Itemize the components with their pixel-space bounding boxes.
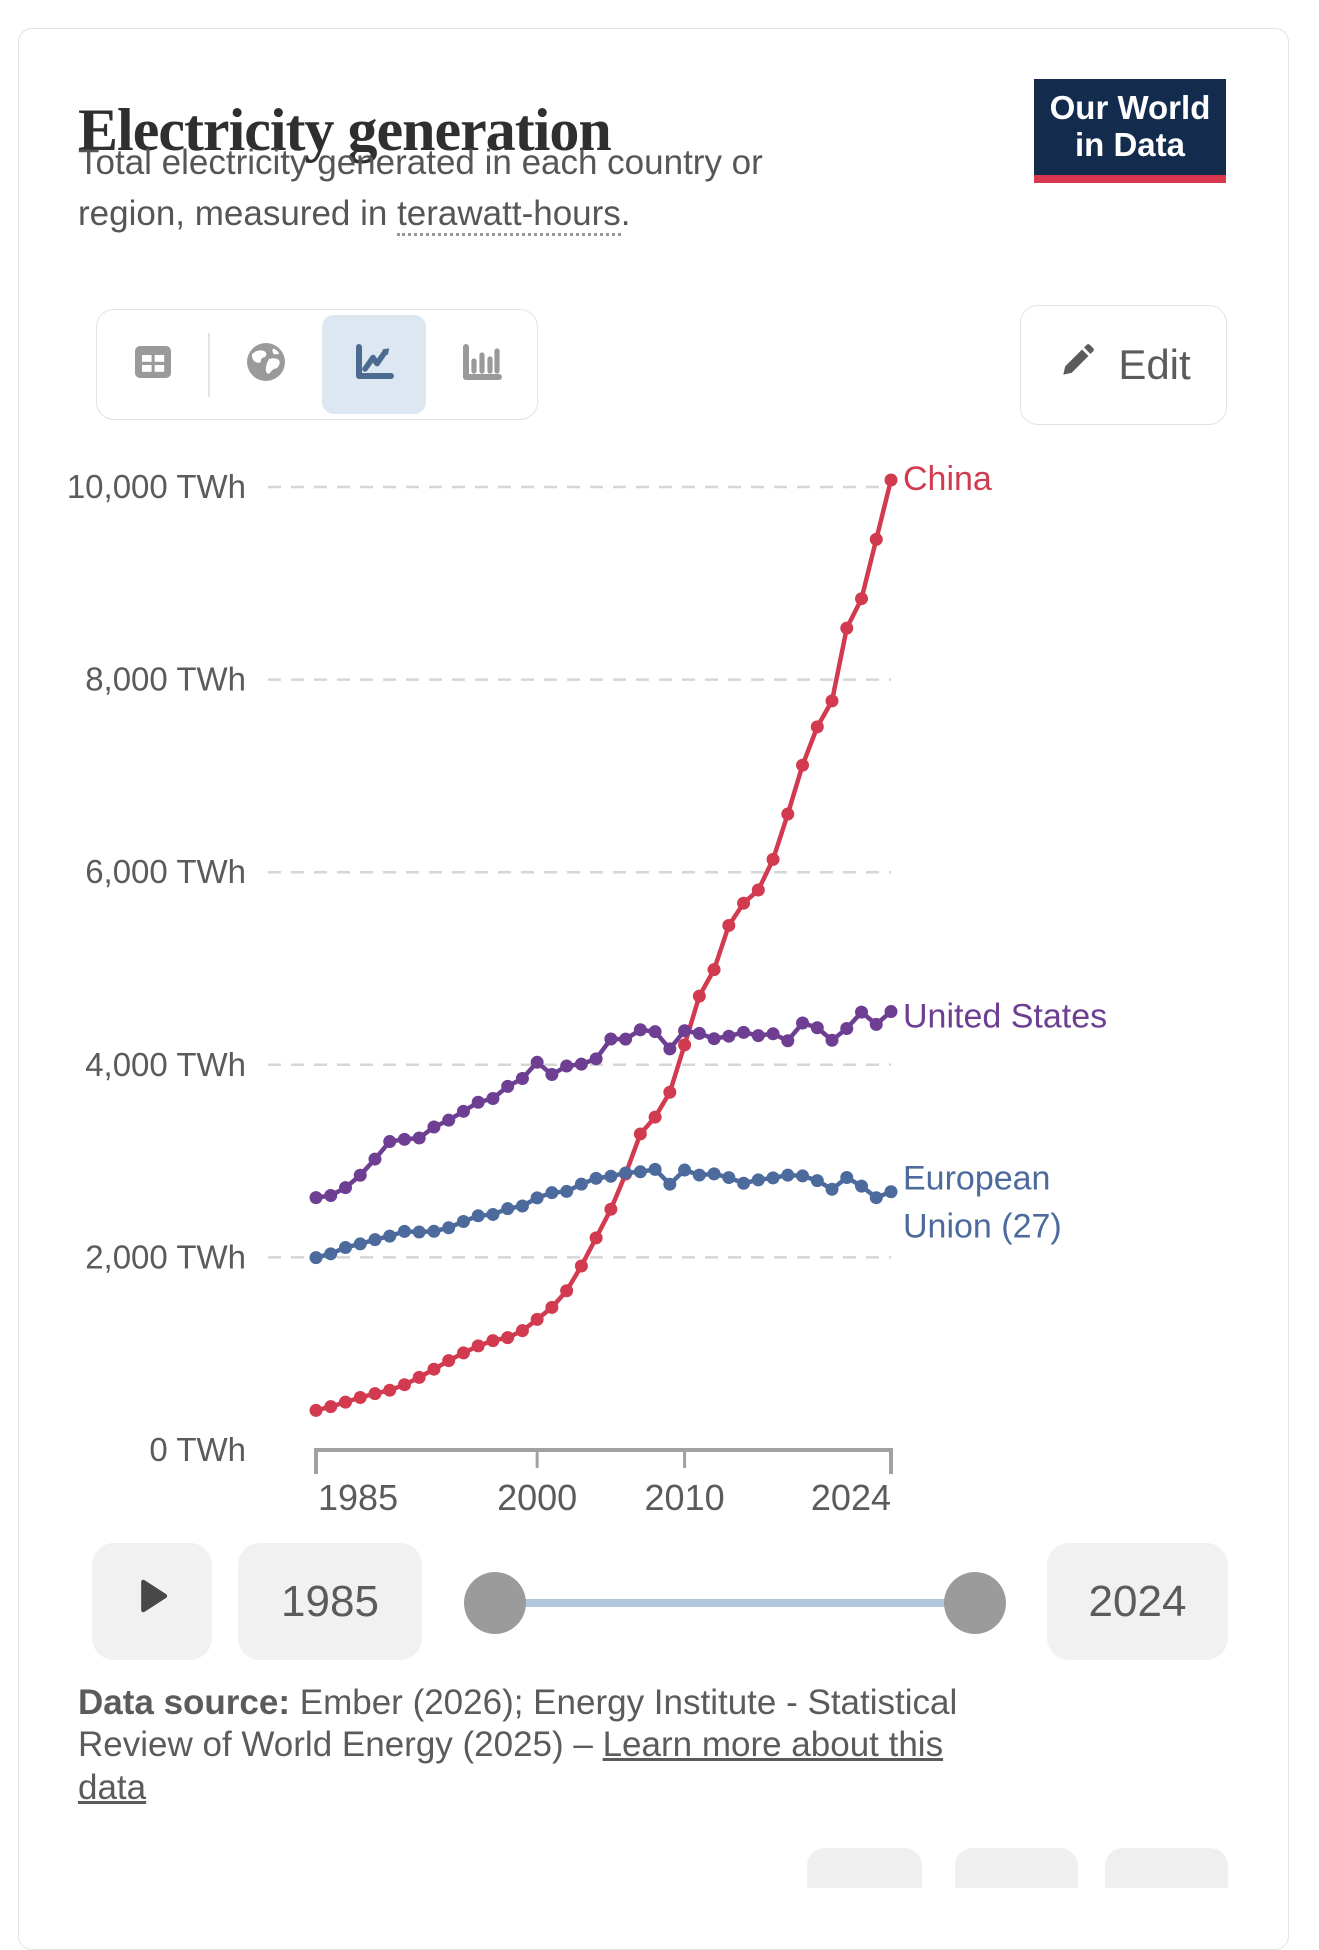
owid-logo-line2: in Data [1074,126,1186,163]
owid-logo-line1: Our World [1049,89,1211,127]
action-button-partial-3[interactable] [1105,1848,1228,1888]
series-label: China [903,460,992,498]
y-tick-label: 8,000 TWh [85,661,246,698]
bar-chart-view-button[interactable] [429,315,533,414]
series-label: United States [903,998,1107,1036]
toolbar-divider [208,332,211,397]
subtitle-text: Total electricity generated in each coun… [78,143,763,233]
y-tick-label: 2,000 TWh [85,1238,246,1275]
owid-logo[interactable]: Our World in Data [1034,79,1226,183]
line-chart-view-button[interactable] [321,315,426,414]
y-tick-label: 10,000 TWh [67,468,246,505]
x-tick-label: 2000 [497,1477,577,1518]
play-button[interactable] [92,1543,212,1660]
table-icon [129,338,177,391]
y-gridlines [268,485,891,1259]
data-source-note: Data source: Ember (2026); Energy Instit… [78,1682,1018,1809]
pencil-icon [1056,338,1100,392]
map-view-button[interactable] [214,315,318,414]
timeline-handle-start[interactable] [464,1572,526,1634]
globe-icon [242,338,290,391]
y-tick-label: 0 TWh [149,1431,246,1468]
series-china[interactable]: China [309,455,996,1417]
data-source-text: Ember (2026); Energy Institute - Statist… [78,1683,958,1765]
terawatt-hours-term[interactable]: terawatt-hours [397,193,621,236]
series-label: Union (27) [903,1208,1062,1246]
chart-view-toolbar [96,309,538,420]
page-title: Electricity generation [78,97,612,164]
action-button-partial-2[interactable] [955,1848,1078,1888]
timeline-slider-track[interactable] [495,1599,975,1607]
edit-button[interactable]: Edit [1020,305,1227,425]
series-united-states[interactable]: United States [309,993,1112,1205]
x-axis: 1985 2000 2010 2024 [314,1448,893,1518]
x-tick-label: 2010 [645,1477,725,1518]
action-button-partial-1[interactable] [807,1848,922,1888]
bar-chart-icon [457,338,505,391]
chart-subtitle: Total electricity generated in each coun… [78,138,848,240]
play-icon [126,1570,178,1633]
line-chart-icon [350,338,398,391]
series-european-union-27-[interactable]: European Union (27) [309,1155,1066,1265]
timeline-start-year[interactable]: 1985 [238,1543,422,1660]
y-tick-label: 4,000 TWh [85,1046,246,1083]
series-label: European [903,1160,1050,1198]
y-axis-labels: 0 TWh 2,000 TWh 4,000 TWh 6,000 TWh 8,000 TW… [67,468,246,1468]
line-chart[interactable]: 0 TWh 2,000 TWh 4,000 TWh 6,000 TWh 8,000 TW… [0,380,1319,1530]
timeline-handle-end[interactable] [944,1572,1006,1634]
x-tick-label: 1985 [318,1477,398,1518]
edit-button-label: Edit [1118,341,1191,388]
table-view-button[interactable] [101,315,205,414]
y-tick-label: 6,000 TWh [85,853,246,890]
data-source-label: Data source: [78,1683,291,1722]
learn-more-link[interactable]: Learn more about this data [78,1725,944,1807]
x-tick-label: 2024 [811,1477,891,1518]
timeline-end-year[interactable]: 2024 [1047,1543,1228,1660]
